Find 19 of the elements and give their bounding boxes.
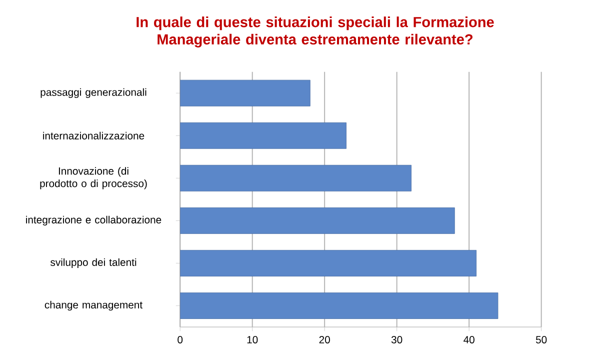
chart-title: In quale di queste situazioni speciali la Formazione Manageriale diventa estremamente rilevante? [136, 16, 494, 48]
bar [180, 207, 455, 234]
y-tick-label: passaggi generazionali [40, 88, 146, 98]
y-tick-label: Innovazione (di prodotto o di processo) [40, 167, 147, 190]
y-tick-label: sviluppo dei talenti [50, 258, 136, 268]
y-tick-label: change management [44, 300, 142, 311]
bar [180, 80, 310, 106]
x-tick-label: 0 [178, 336, 183, 344]
x-tick-label: 20 [319, 336, 330, 344]
bar [180, 292, 498, 319]
x-tick-label: 50 [536, 336, 547, 344]
y-tick-label: internazionalizzazione [43, 132, 144, 140]
x-tick-label: 40 [464, 336, 474, 344]
bar [180, 164, 412, 192]
bar [180, 250, 477, 276]
x-tick-label: 30 [391, 336, 402, 344]
x-tick-label: 10 [247, 336, 258, 344]
bar [180, 122, 346, 149]
y-tick-label: integrazione e collaborazione [26, 216, 162, 226]
